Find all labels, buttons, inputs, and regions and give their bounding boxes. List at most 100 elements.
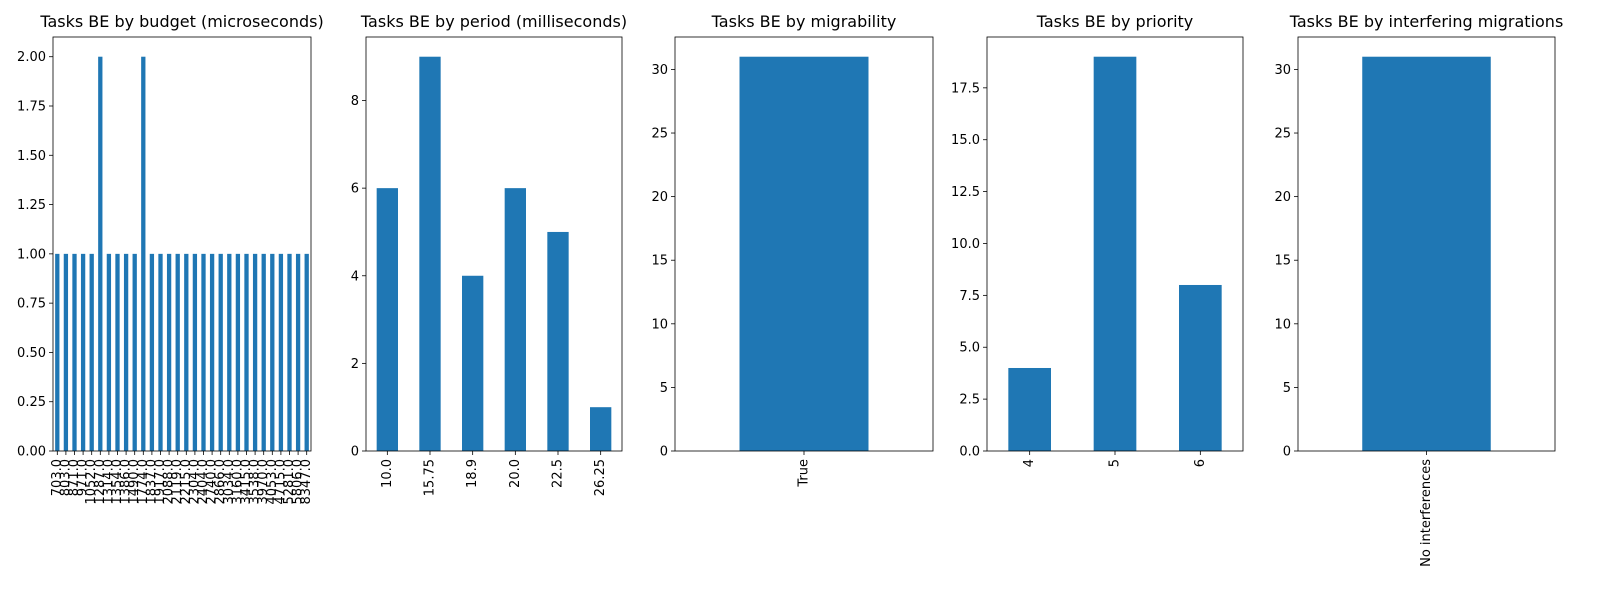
- x-tick-label: 18.9: [465, 459, 480, 488]
- y-tick-label: 0.50: [17, 346, 46, 361]
- y-tick-label: 1.50: [17, 149, 46, 164]
- y-tick-label: 5: [1283, 381, 1291, 396]
- chart-title: Tasks BE by interfering migrations: [1289, 12, 1564, 31]
- chart-title: Tasks BE by migrability: [711, 12, 897, 31]
- x-tick-label: 3538.0: [248, 459, 263, 505]
- bar-2740.0: [209, 253, 215, 451]
- bar-18.9: [462, 275, 484, 451]
- bar-20.0: [504, 188, 526, 451]
- y-tick-label: 5: [660, 381, 668, 396]
- x-tick-label: 4715.0: [273, 459, 288, 505]
- x-tick-label: 1837.0: [144, 459, 159, 505]
- y-tick-label: 0: [1283, 445, 1291, 460]
- x-tick-label: 5806.0: [291, 459, 306, 505]
- y-tick-label: 10: [1274, 317, 1291, 332]
- x-tick-label: 2088.0: [162, 459, 177, 505]
- bar-4715.0: [278, 253, 284, 451]
- bar-26.25: [590, 407, 612, 451]
- x-tick-label: 1774.0: [136, 459, 151, 505]
- chart-panel-4: 0.0 2.5 5.0 7.5 10.0 12.5 15.0 17.5 4 5 6 Tasks BE …: [951, 12, 1244, 467]
- bar-5: [1093, 56, 1137, 452]
- y-tick-label: 0: [351, 445, 359, 460]
- y-tick-label: 2: [351, 357, 359, 372]
- bar-4: [1008, 367, 1051, 451]
- y-tick-label: 17.5: [951, 81, 980, 96]
- x-tick-label: 1490.0: [127, 459, 142, 505]
- chart-panel-1: 0.00 0.25 0.50 0.75 1.00 1.25 1.50 1.75 2.00 703.…: [17, 12, 324, 505]
- y-tick-label: 25: [1274, 127, 1291, 142]
- bar-3538.0: [252, 253, 258, 451]
- x-tick-label: 803.0: [58, 459, 73, 496]
- chart-panel-2: 0 2 4 6 8 10.0 15.75 18.9 20.0 22.5 26.25 Tasks BE …: [351, 12, 627, 496]
- bar-871.0: [72, 253, 77, 451]
- y-tick-label: 25: [651, 127, 668, 142]
- y-tick-label: 15: [651, 254, 668, 269]
- bar-2119.0: [175, 253, 180, 451]
- x-tick-label: 5: [1108, 459, 1123, 467]
- y-tick-label: 6: [351, 182, 359, 197]
- bar-True: [739, 56, 869, 452]
- y-tick-label: 10.0: [951, 237, 980, 252]
- y-tick-label: 20: [1274, 190, 1291, 205]
- x-tick-label: 871.0: [67, 459, 82, 496]
- x-tick-label: 4053.0: [265, 459, 280, 505]
- y-tick-label: 0.0: [959, 445, 980, 460]
- x-tick-label: 22.5: [551, 459, 566, 488]
- bar-3970.0: [261, 253, 266, 451]
- bar-2215.0: [184, 253, 189, 451]
- x-tick-label: 1287.0: [93, 459, 108, 505]
- x-tick-label: 6: [1193, 459, 1208, 467]
- x-tick-label: 8347.0: [299, 459, 314, 505]
- bar-8347.0: [304, 253, 309, 451]
- bar-2304.0: [192, 253, 198, 451]
- y-tick-label: 30: [651, 63, 668, 78]
- bar-10.0: [376, 188, 398, 451]
- x-tick-label: 971.0: [76, 459, 91, 496]
- x-tick-label: 3034.0: [222, 459, 237, 505]
- y-tick-label: 10: [651, 317, 668, 332]
- x-tick-label: 15.75: [423, 459, 438, 496]
- x-tick-label: 3415.0: [239, 459, 254, 505]
- x-tick-label: 2304.0: [187, 459, 202, 505]
- y-tick-label: 1.00: [17, 247, 46, 262]
- bar-1386.0: [123, 253, 129, 451]
- bar-22.5: [547, 231, 569, 451]
- bar-No interferences: [1362, 56, 1491, 452]
- x-tick-label: 2215.0: [179, 459, 194, 505]
- bar-1917.0: [158, 253, 163, 451]
- bar-2404.0: [201, 253, 206, 451]
- x-tick-label: 26.25: [593, 459, 608, 496]
- axes-frame: [365, 36, 623, 452]
- x-tick-label: 1354.0: [110, 459, 125, 505]
- bar-5806.0: [295, 253, 301, 451]
- x-tick-label: 2740.0: [205, 459, 220, 505]
- x-tick-label: 5281.0: [282, 459, 297, 505]
- y-tick-label: 5.0: [959, 341, 980, 356]
- bar-3034.0: [227, 253, 232, 451]
- y-tick-label: 4: [351, 269, 359, 284]
- x-tick-label: True: [797, 459, 812, 488]
- y-tick-label: 1.25: [17, 198, 46, 213]
- y-tick-label: 0: [660, 445, 668, 460]
- bar-1314.0: [106, 253, 112, 451]
- bar-3415.0: [244, 253, 249, 451]
- x-tick-label: 3970.0: [256, 459, 271, 505]
- y-tick-label: 15: [1274, 254, 1291, 269]
- x-tick-label: 3160.0: [230, 459, 245, 505]
- chart-panel-5: 0 5 10 15 20 25 30 No interferences Tasks BE by …: [1274, 12, 1563, 567]
- y-tick-label: 0.00: [17, 445, 46, 460]
- y-tick-label: 30: [1274, 63, 1291, 78]
- axes-frame: [52, 36, 312, 452]
- bar-2866.0: [218, 253, 223, 451]
- y-tick-label: 0.75: [17, 297, 46, 312]
- y-tick-label: 2.5: [959, 393, 980, 408]
- bar-4053.0: [270, 253, 275, 451]
- x-tick-label: 1386.0: [119, 459, 134, 505]
- y-tick-label: 8: [351, 94, 359, 109]
- bar-1490.0: [132, 253, 137, 451]
- bar-971.0: [80, 253, 86, 451]
- bar-15.75: [419, 56, 441, 452]
- bar-6: [1179, 284, 1222, 451]
- bar-1837.0: [149, 253, 155, 451]
